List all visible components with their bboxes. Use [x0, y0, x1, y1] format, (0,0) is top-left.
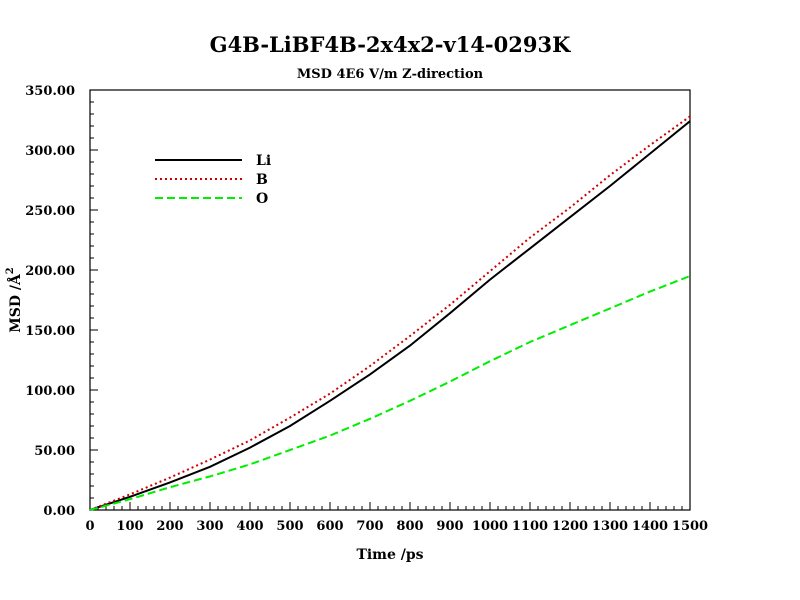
x-axis-ticks	[89, 502, 691, 510]
x-axis-label: Time /ps	[356, 547, 423, 563]
x-tick-label: 100	[116, 519, 143, 534]
y-tick-label: 200.00	[25, 264, 75, 279]
y-axis-ticks	[90, 89, 98, 511]
x-tick-label: 900	[436, 519, 463, 534]
x-tick-label: 1000	[472, 519, 508, 534]
x-tick-label: 1200	[552, 519, 588, 534]
y-tick-label: 150.00	[25, 324, 75, 339]
series-lines	[89, 115, 691, 511]
x-tick-label: 300	[196, 519, 223, 534]
x-tick-label: 400	[236, 519, 263, 534]
x-tick-label: 200	[156, 519, 183, 534]
plot-frame	[89, 89, 691, 511]
y-tick-label: 100.00	[25, 384, 75, 399]
y-tick-label: 350.00	[25, 84, 75, 99]
series-line-o	[89, 275, 691, 511]
x-tick-label: 1400	[632, 519, 668, 534]
x-tick-label: 1100	[512, 519, 548, 534]
chart-title: G4B-LiBF4B-2x4x2-v14-0293K	[210, 32, 571, 57]
legend: Li BO	[155, 153, 271, 207]
y-tick-label: 300.00	[25, 144, 75, 159]
legend-label-li: Li	[256, 153, 271, 169]
legend-label-o: O	[256, 191, 268, 207]
x-tick-label: 600	[316, 519, 343, 534]
x-tick-label: 1500	[672, 519, 708, 534]
x-tick-label: 0	[85, 519, 94, 534]
y-tick-label: 0.00	[43, 504, 75, 519]
y-tick-label: 250.00	[25, 204, 75, 219]
x-axis-tick-labels: 0 100 200 300 400 500 600 700 800 900 1000 1100 1200…	[85, 519, 708, 534]
y-axis-label: MSD /Å2	[5, 267, 24, 333]
x-tick-label: 1300	[592, 519, 628, 534]
series-line-b	[89, 115, 691, 511]
y-axis-label-group: MSD /Å2	[5, 267, 24, 333]
x-tick-label: 500	[276, 519, 303, 534]
chart-subtitle: MSD 4E6 V/m Z-direction	[297, 67, 484, 82]
y-axis-tick-labels: 0.00 50.00 100.00 150.00 200.00 250.00 300.00 3…	[25, 84, 75, 519]
legend-label-b: B	[256, 172, 268, 188]
y-axis-label-superscript: 2	[5, 267, 16, 274]
y-tick-label: 50.00	[34, 444, 75, 459]
y-axis-label-main: MSD /Å	[6, 273, 24, 333]
series-line-li	[89, 120, 691, 511]
x-tick-label: 800	[396, 519, 423, 534]
x-tick-label: 700	[356, 519, 383, 534]
